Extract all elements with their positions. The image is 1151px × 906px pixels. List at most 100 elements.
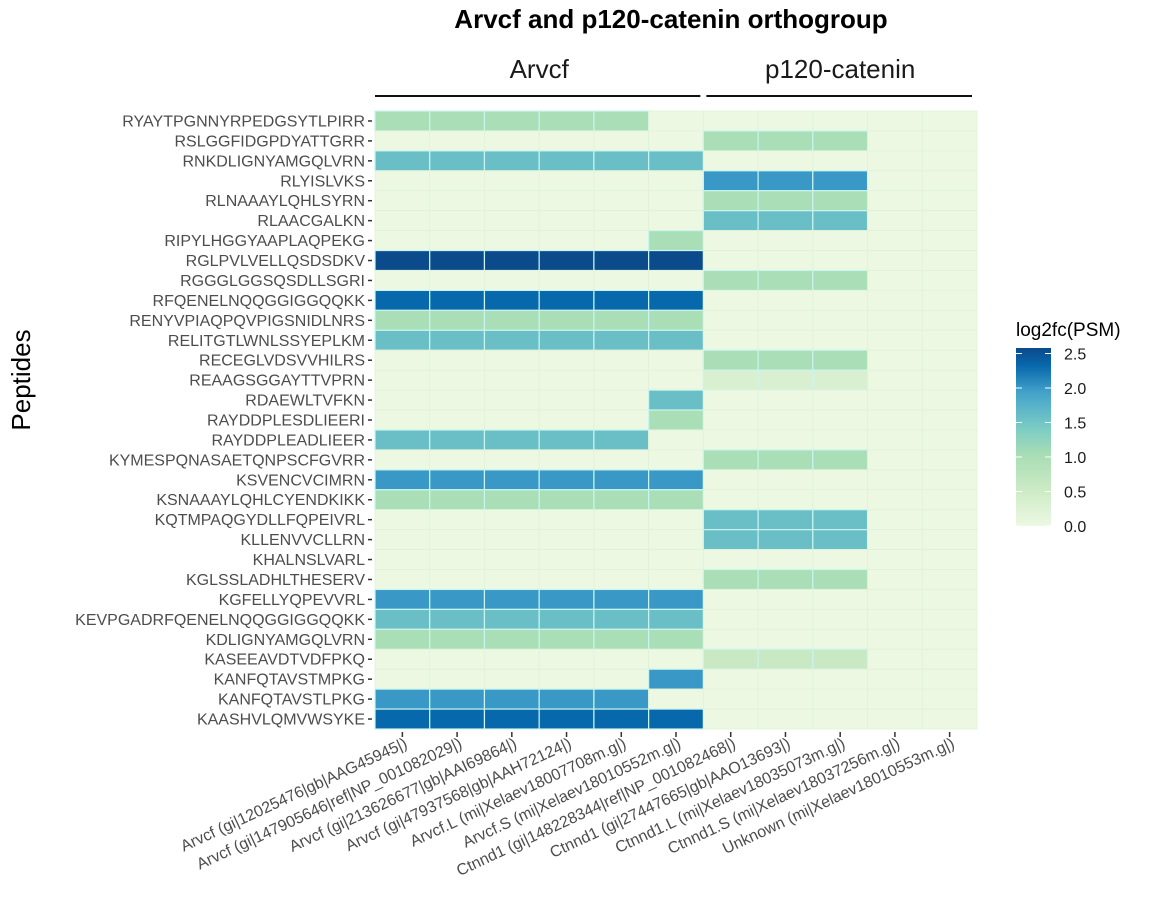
heatmap-cell [702,648,759,670]
heatmap-cell [484,170,540,192]
heatmap-cell [757,269,814,292]
heatmap-cell [484,549,540,570]
heatmap-cell [538,429,595,451]
heatmap-cell [374,608,431,630]
heatmap-cell [757,589,814,610]
heatmap-cell [484,668,540,690]
heatmap-cell [429,389,485,411]
heatmap-cell [538,329,595,351]
heatmap-cell [757,290,814,311]
heatmap-cell [429,489,486,511]
heatmap-cell [484,648,540,670]
y-tick-label: RLAACGALKN [257,213,365,230]
heatmap-cell [702,429,759,451]
heatmap-cell [593,489,650,511]
heatmap-cell [429,688,486,710]
heatmap-cell [648,369,704,391]
heatmap-cell [702,489,759,511]
heatmap-cell [374,529,431,550]
y-tick-label: KQTMPAQGYDLLFQPEIVRL [155,512,366,529]
heatmap-cell [374,249,431,272]
legend-tick-label: 2.5 [1064,347,1086,364]
heatmap-cell [812,150,868,172]
heatmap-cell [921,409,978,431]
heatmap-cell [484,130,540,152]
heatmap-cell [648,249,704,272]
heatmap-cell [921,688,978,710]
y-tick-label: KGFELLYQPEVVRL [219,592,366,609]
heatmap-cell [648,549,704,570]
heatmap-cell [593,429,650,451]
chart-title: Arvcf and p120-catenin orthogroup [454,4,887,34]
heatmap-cell [429,309,486,331]
heatmap-cell [483,329,540,351]
heatmap-cell [429,449,485,471]
heatmap-cell [812,549,868,570]
heatmap-cell [757,150,814,172]
heatmap-cell [921,489,978,511]
heatmap-cell [921,270,978,291]
heatmap-cell [812,349,869,371]
heatmap-cell [867,708,923,730]
heatmap-cell [921,648,978,670]
heatmap-cell [484,270,540,291]
heatmap-cell [429,249,486,272]
heatmap-cell [374,549,431,570]
heatmap-cell [374,628,431,650]
heatmap-cell [484,230,540,251]
heatmap-cell [702,369,759,391]
heatmap-cell [538,628,595,650]
heatmap-cell [374,369,431,391]
heatmap-cell [538,648,595,670]
heatmap-cell [757,469,814,491]
heatmap-cell [648,469,704,491]
heatmap-cell [648,349,704,371]
heatmap-cell [483,469,540,491]
heatmap-cell [867,110,923,132]
heatmap-cell [702,529,759,551]
heatmap-cell [538,469,595,491]
heatmap-cell [429,529,485,550]
heatmap-cell [429,628,486,650]
heatmap-cell [429,668,485,690]
heatmap-cell [757,608,814,630]
y-tick-label: RLYISLVKS [280,173,365,190]
heatmap-cell [867,369,923,391]
heatmap-cell [593,110,650,132]
heatmap-cell [538,210,595,232]
heatmap-cell [812,409,868,431]
heatmap-cell [921,708,978,730]
heatmap-cell [702,130,759,152]
heatmap-cell [484,569,540,590]
heatmap-cell [812,290,868,311]
heatmap-cell [867,409,923,431]
heatmap-cell [374,270,431,291]
heatmap-cell [757,349,814,371]
heatmap-cell [429,210,485,232]
heatmap-cell [429,130,485,152]
heatmap-cell [867,210,923,232]
y-tick-label: REAAGSGGAYTTVPRN [189,373,365,390]
heatmap-cell [812,489,868,511]
heatmap-cell [921,449,978,471]
heatmap-cell [593,469,650,491]
heatmap-cell [921,429,978,451]
heatmap-cell [593,549,650,570]
heatmap-cell [374,150,431,172]
heatmap-cell [867,589,923,610]
heatmap-cell [812,170,869,192]
heatmap-cell [538,489,595,511]
heatmap-cell [374,668,431,690]
heatmap-cell [429,708,486,730]
heatmap-cell [757,130,814,152]
heatmap-cell [538,549,595,570]
heatmap-cell [593,409,650,431]
heatmap-cell [867,130,923,152]
heatmap-cell [812,529,869,551]
heatmap-cell [921,190,978,212]
heatmap-cell [921,608,978,630]
heatmap-cell [483,688,540,710]
heatmap-cell [812,628,868,650]
legend-ticks: 0.0 0.5 1.0 1.5 2.0 2.5 [1016,347,1086,536]
